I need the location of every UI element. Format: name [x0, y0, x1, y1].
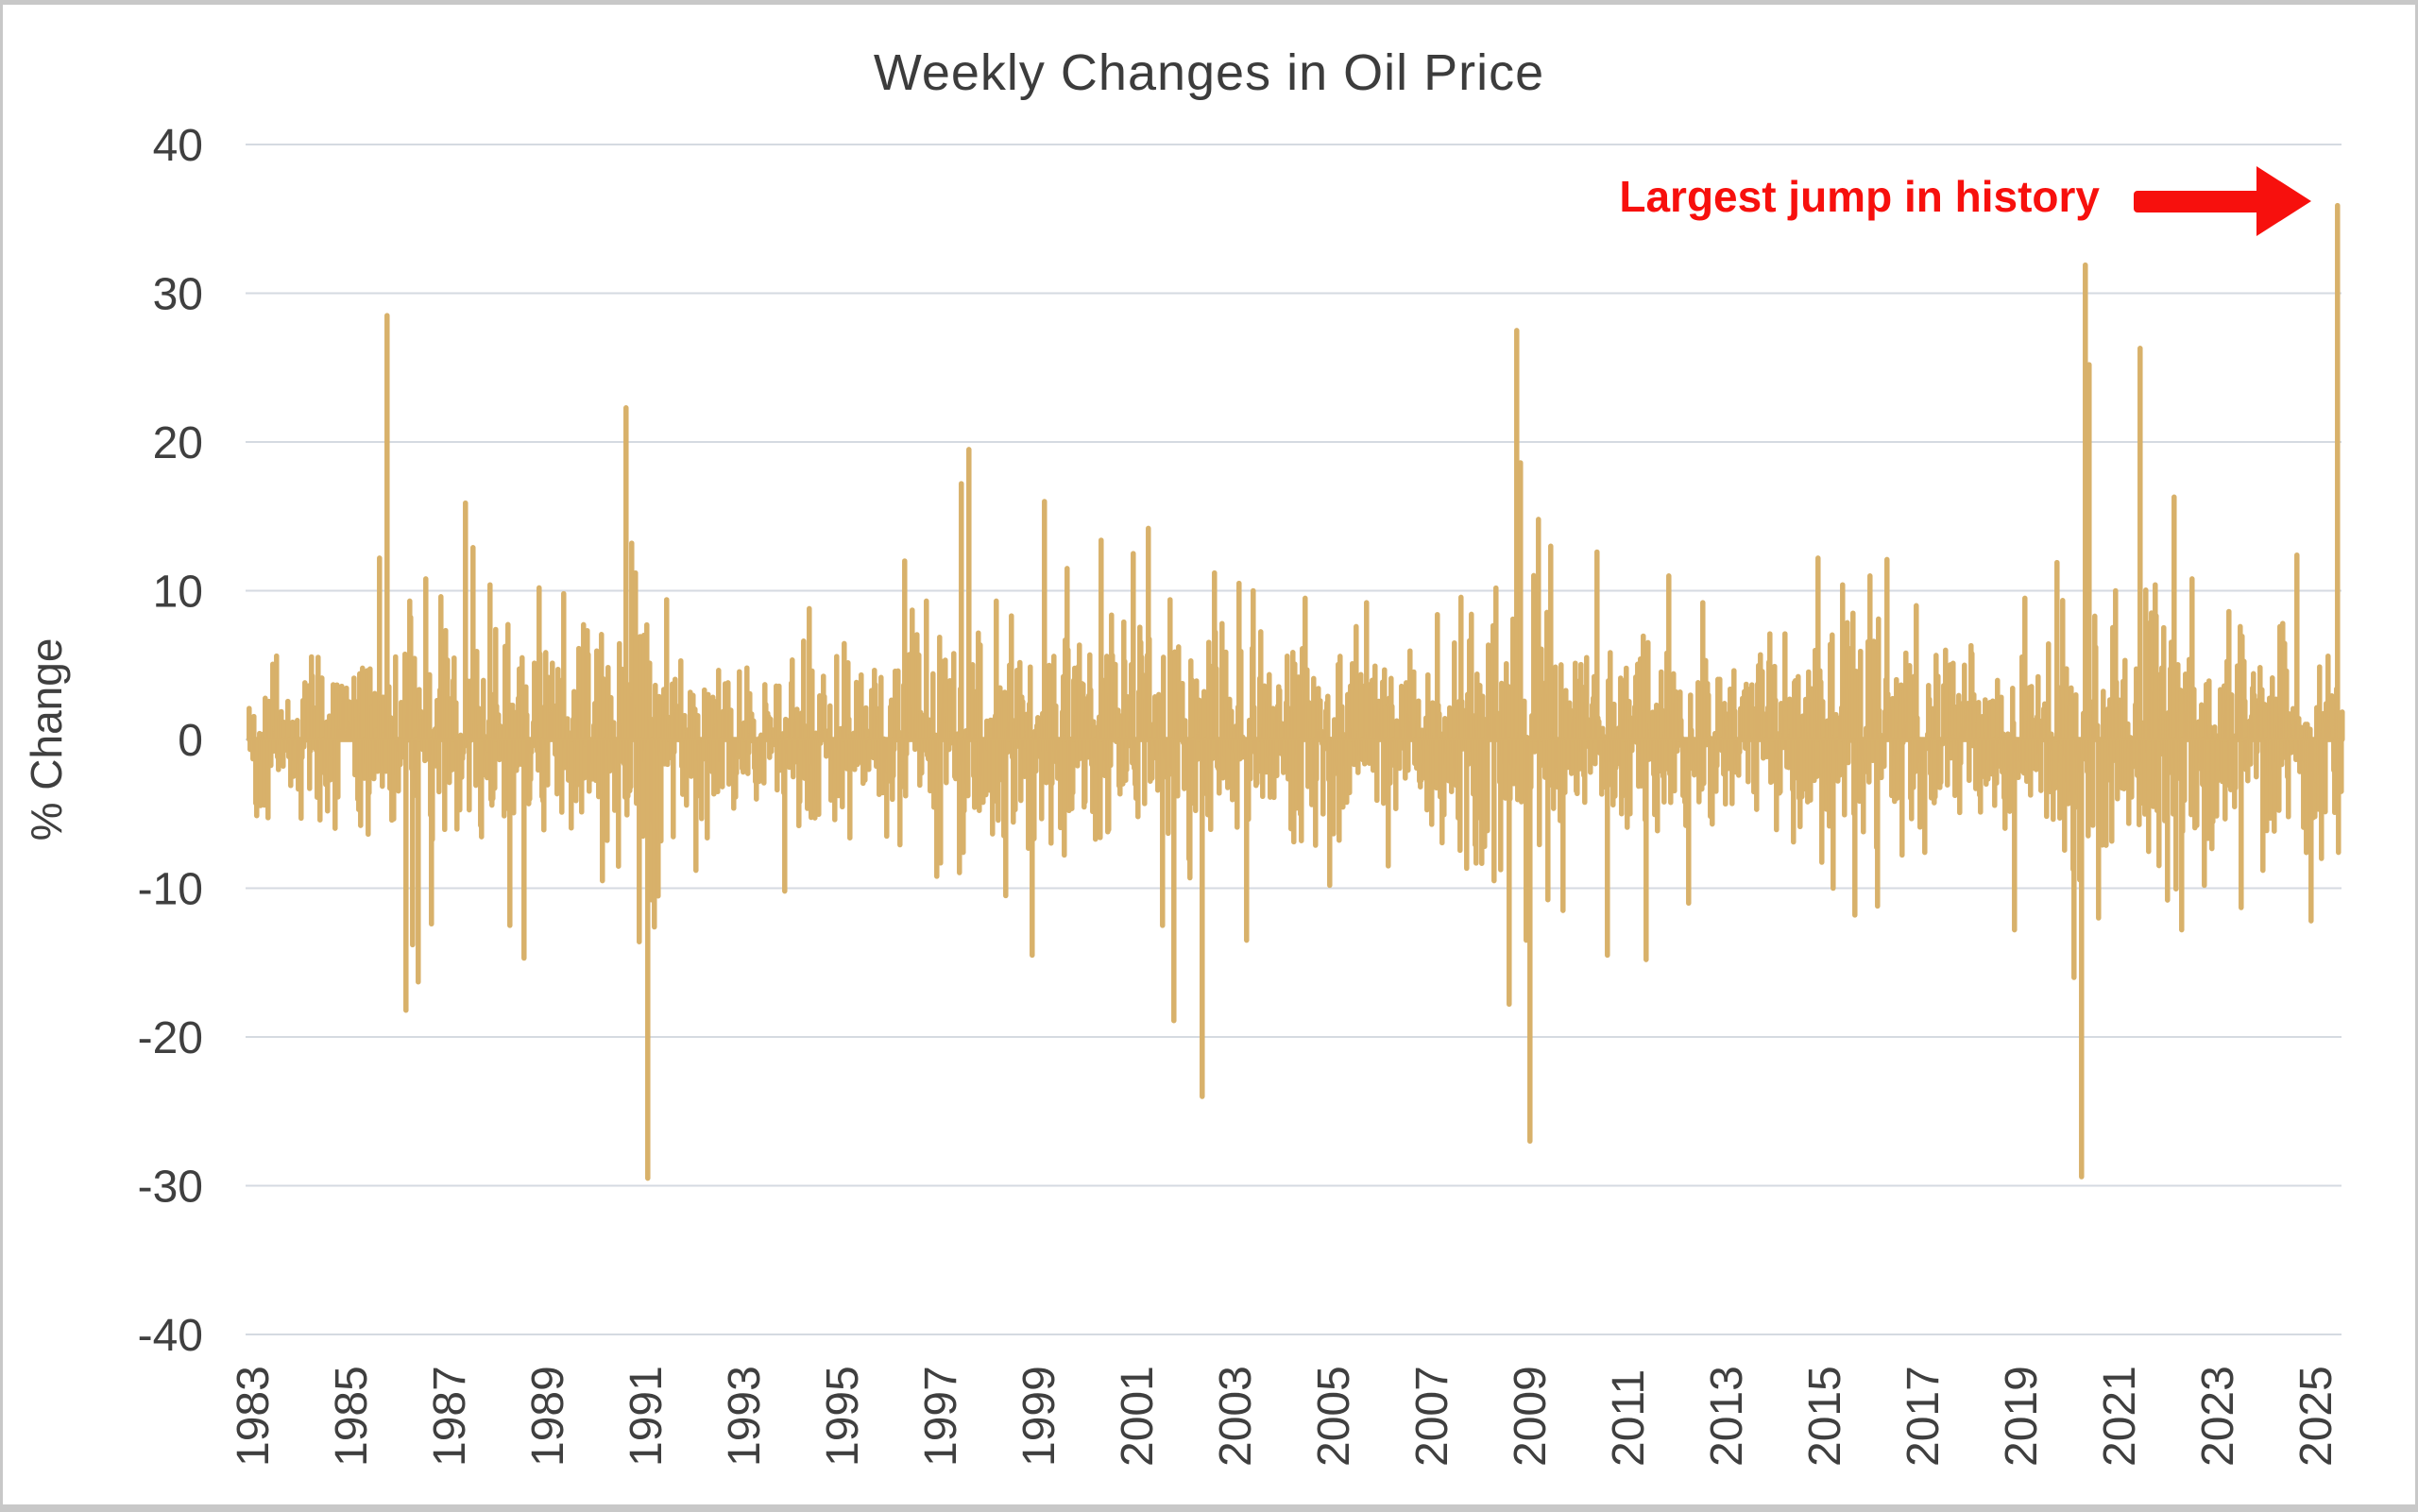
x-tick-label: 2023	[2193, 1366, 2243, 1467]
y-tick-label: -30	[138, 1163, 203, 1213]
bar-series	[247, 202, 2345, 1181]
x-tick-label: 1987	[425, 1366, 475, 1467]
x-tick-label: 1985	[327, 1366, 377, 1467]
x-tick-label: 2017	[1899, 1366, 1949, 1467]
x-tick-label: 1993	[720, 1366, 770, 1467]
x-tick-label: 2009	[1506, 1366, 1556, 1467]
x-tick-label: 2005	[1309, 1366, 1359, 1467]
x-tick-label: 2007	[1407, 1366, 1457, 1467]
x-tick-label: 1999	[1014, 1366, 1064, 1467]
x-tick-label: 2013	[1702, 1366, 1752, 1467]
y-tick-label: 0	[178, 716, 203, 766]
y-tick-label: 10	[153, 568, 203, 618]
gridlines	[246, 144, 2341, 1335]
y-tick-label: -10	[138, 865, 203, 915]
y-tick-label: 30	[153, 270, 203, 320]
x-tick-label: 2001	[1113, 1366, 1163, 1467]
chart-title: Weekly Changes in Oil Price	[873, 44, 1545, 101]
x-tick-label: 1991	[622, 1366, 672, 1467]
x-tick-label: 2015	[1800, 1366, 1850, 1467]
x-tick-label: 2011	[1604, 1369, 1654, 1467]
annotation-label: Largest jump in history	[1619, 172, 2100, 221]
y-axis-label: % Change	[22, 638, 71, 841]
x-tick-label: 1995	[818, 1366, 868, 1467]
x-tick-label: 2021	[2095, 1366, 2145, 1467]
y-tick-label: -20	[138, 1013, 203, 1063]
y-tick-label: 40	[153, 121, 203, 171]
y-tick-labels: 40 30 20 10 0 -10 -20 -30 -40	[138, 121, 203, 1361]
arrow-icon-head	[2256, 166, 2311, 236]
x-tick-label: 2025	[2291, 1366, 2341, 1467]
y-tick-label: 20	[153, 418, 203, 468]
x-tick-label: 2019	[1997, 1366, 2047, 1467]
x-tick-label: 1997	[916, 1366, 966, 1467]
y-tick-label: -40	[138, 1311, 203, 1361]
x-tick-label: 1983	[229, 1366, 279, 1467]
x-tick-label: 1989	[523, 1366, 573, 1467]
x-tick-label: 2003	[1211, 1366, 1261, 1467]
arrow-icon-shaft	[2134, 191, 2260, 212]
x-tick-labels: 1983 1985 1987 1989 1991 1993 1995 1997 1999 2001…	[229, 1366, 2341, 1467]
